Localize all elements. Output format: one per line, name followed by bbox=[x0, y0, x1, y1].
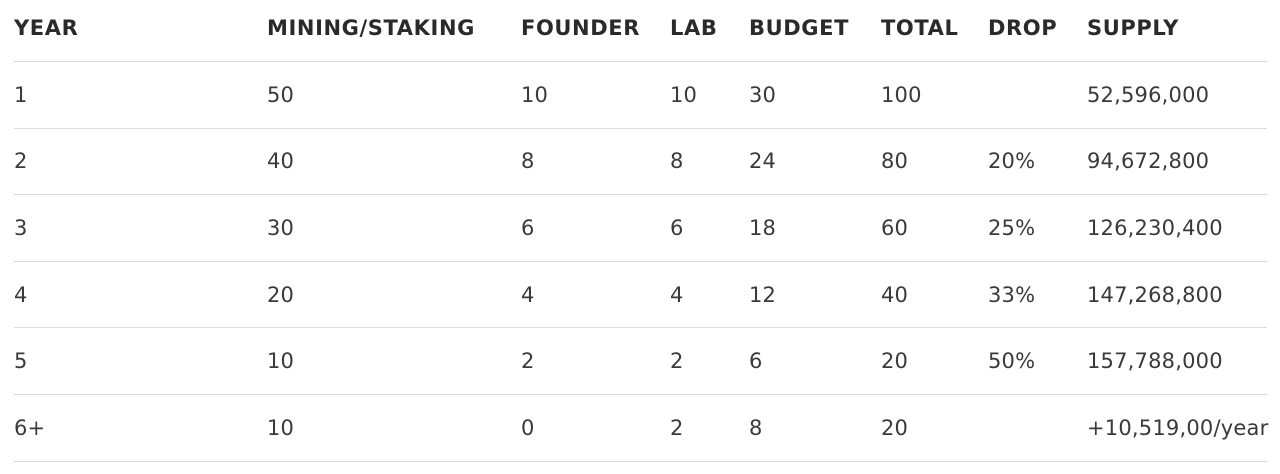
table-row: 1 50 10 10 30 100 52,596,000 bbox=[14, 62, 1267, 129]
cell-total: 20 bbox=[881, 415, 909, 440]
cell-budget: 12 bbox=[749, 282, 777, 307]
table-row: 5 10 2 2 6 20 50% 157,788,000 bbox=[14, 328, 1267, 395]
table-row: 3 30 6 6 18 60 25% 126,230,400 bbox=[14, 195, 1267, 262]
cell-mining-staking: 10 bbox=[267, 415, 295, 440]
cell-founder: 6 bbox=[521, 215, 535, 240]
cell-year: 5 bbox=[14, 349, 28, 374]
cell-budget: 6 bbox=[749, 349, 763, 374]
cell-supply: 157,788,000 bbox=[1087, 349, 1223, 374]
header-lab: LAB bbox=[670, 15, 718, 40]
header-mining-staking: MINING/STAKING bbox=[267, 15, 475, 40]
table-row: 4 20 4 4 12 40 33% 147,268,800 bbox=[14, 262, 1267, 329]
cell-lab: 8 bbox=[670, 149, 684, 174]
cell-founder: 4 bbox=[521, 282, 535, 307]
cell-budget: 30 bbox=[749, 82, 777, 107]
cell-lab: 6 bbox=[670, 215, 684, 240]
cell-year: 1 bbox=[14, 82, 28, 107]
table-row: 6+ 10 0 2 8 20 +10,519,00/year bbox=[14, 395, 1269, 462]
cell-founder: 2 bbox=[521, 349, 535, 374]
cell-total: 40 bbox=[881, 282, 909, 307]
cell-lab: 2 bbox=[670, 415, 684, 440]
cell-supply: 52,596,000 bbox=[1087, 82, 1210, 107]
cell-year: 4 bbox=[14, 282, 28, 307]
cell-supply: +10,519,00/year bbox=[1087, 415, 1269, 440]
cell-drop: 25% bbox=[988, 215, 1036, 240]
cell-mining-staking: 50 bbox=[267, 82, 295, 107]
cell-mining-staking: 40 bbox=[267, 149, 295, 174]
header-founder: FOUNDER bbox=[521, 15, 640, 40]
header-total: TOTAL bbox=[881, 15, 959, 40]
cell-lab: 2 bbox=[670, 349, 684, 374]
cell-founder: 0 bbox=[521, 415, 535, 440]
cell-total: 80 bbox=[881, 149, 909, 174]
cell-mining-staking: 20 bbox=[267, 282, 295, 307]
cell-budget: 8 bbox=[749, 415, 763, 440]
cell-founder: 8 bbox=[521, 149, 535, 174]
cell-budget: 24 bbox=[749, 149, 777, 174]
table-row: 2 40 8 8 24 80 20% 94,672,800 bbox=[14, 129, 1267, 196]
cell-year: 6+ bbox=[14, 415, 46, 440]
header-drop: DROP bbox=[988, 15, 1058, 40]
cell-mining-staking: 30 bbox=[267, 215, 295, 240]
table-header-row: YEAR MINING/STAKING FOUNDER LAB BUDGET T… bbox=[14, 0, 1267, 62]
header-budget: BUDGET bbox=[749, 15, 849, 40]
cell-lab: 10 bbox=[670, 82, 698, 107]
cell-total: 20 bbox=[881, 349, 909, 374]
header-year: YEAR bbox=[14, 15, 79, 40]
cell-year: 3 bbox=[14, 215, 28, 240]
emission-table: YEAR MINING/STAKING FOUNDER LAB BUDGET T… bbox=[14, 0, 1269, 462]
cell-budget: 18 bbox=[749, 215, 777, 240]
cell-lab: 4 bbox=[670, 282, 684, 307]
cell-total: 60 bbox=[881, 215, 909, 240]
cell-drop: 20% bbox=[988, 149, 1036, 174]
cell-supply: 147,268,800 bbox=[1087, 282, 1223, 307]
cell-supply: 94,672,800 bbox=[1087, 149, 1210, 174]
cell-mining-staking: 10 bbox=[267, 349, 295, 374]
cell-year: 2 bbox=[14, 149, 28, 174]
cell-total: 100 bbox=[881, 82, 922, 107]
cell-drop: 50% bbox=[988, 349, 1036, 374]
cell-drop: 33% bbox=[988, 282, 1036, 307]
header-supply: SUPPLY bbox=[1087, 15, 1179, 40]
cell-founder: 10 bbox=[521, 82, 549, 107]
cell-supply: 126,230,400 bbox=[1087, 215, 1223, 240]
